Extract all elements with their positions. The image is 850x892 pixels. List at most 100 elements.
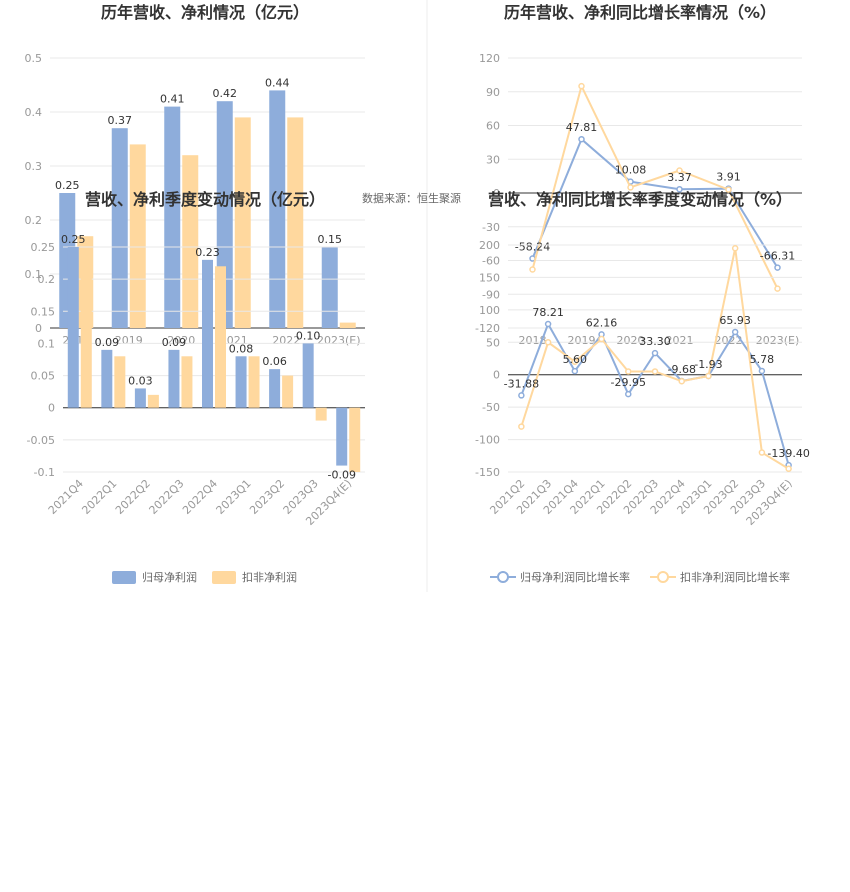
data-label: 0.37: [108, 114, 133, 127]
bar[interactable]: [111, 128, 128, 328]
y-tick-label: 0.15: [31, 305, 56, 318]
data-point[interactable]: [625, 368, 632, 375]
data-point[interactable]: [705, 372, 712, 380]
data-point[interactable]: [571, 367, 579, 375]
data-point[interactable]: [598, 335, 605, 343]
y-tick-label: 0.4: [25, 106, 43, 119]
legend-marker[interactable]: [497, 571, 509, 583]
data-point[interactable]: [678, 377, 685, 385]
bar[interactable]: [235, 356, 247, 408]
data-label: -29.95: [611, 376, 646, 389]
legend-marker[interactable]: [657, 571, 669, 583]
data-point[interactable]: [651, 349, 659, 357]
y-tick-label: 0: [493, 369, 500, 382]
chart-title: 营收、净利同比增长率季度变动情况（%）: [488, 190, 792, 209]
bar[interactable]: [269, 369, 281, 408]
data-point[interactable]: [544, 320, 552, 328]
bar[interactable]: [67, 247, 79, 408]
y-tick-label: 200: [479, 239, 500, 252]
data-point[interactable]: [544, 339, 552, 346]
data-point[interactable]: [676, 185, 683, 193]
bar[interactable]: [234, 117, 251, 329]
x-tick-label: 2023Q2: [247, 477, 287, 517]
bar[interactable]: [181, 356, 193, 408]
bar[interactable]: [215, 266, 226, 408]
bar[interactable]: [269, 90, 286, 329]
legend-label: 扣非净利润同比增长率: [680, 570, 790, 584]
data-point[interactable]: [758, 367, 766, 375]
y-tick-label: 0.2: [25, 214, 43, 227]
data-label: 0.03: [128, 374, 153, 387]
x-tick-label: 2020: [617, 334, 645, 347]
data-source-label: 数据来源：恒生聚源: [362, 191, 461, 205]
bar[interactable]: [202, 259, 213, 408]
data-label: 0.08: [229, 342, 254, 355]
legend-swatch[interactable]: [112, 571, 136, 584]
bar[interactable]: [114, 356, 126, 408]
data-point[interactable]: [518, 423, 525, 430]
y-tick-label: 0: [493, 187, 500, 200]
data-point[interactable]: [627, 184, 634, 191]
data-point[interactable]: [785, 465, 792, 473]
data-label: 0.10: [296, 329, 321, 342]
bar[interactable]: [164, 106, 181, 328]
data-point[interactable]: [676, 167, 683, 174]
x-tick-label: 2022Q1: [79, 477, 119, 517]
y-tick-label: 0.2: [38, 273, 56, 286]
bar[interactable]: [315, 407, 327, 421]
bar[interactable]: [80, 253, 92, 408]
legend-swatch[interactable]: [212, 571, 236, 584]
data-label: 0.09: [95, 336, 120, 349]
x-tick-label: 2023(E): [317, 334, 361, 347]
data-point[interactable]: [578, 82, 585, 90]
data-point[interactable]: [571, 358, 579, 365]
bar[interactable]: [287, 117, 304, 329]
data-label: 5.78: [750, 353, 775, 366]
x-tick-label: 2023(E): [756, 334, 800, 347]
data-label: -66.31: [760, 250, 795, 263]
data-label: -31.88: [504, 377, 539, 390]
data-point[interactable]: [725, 186, 732, 193]
data-point[interactable]: [625, 390, 632, 398]
bar[interactable]: [336, 407, 348, 466]
y-tick-label: -60: [482, 255, 500, 268]
y-tick-label: -50: [482, 401, 500, 414]
data-point[interactable]: [758, 449, 766, 456]
x-tick-label: 2022Q4: [180, 477, 220, 517]
y-tick-label: 120: [479, 52, 500, 65]
data-label: 78.21: [532, 306, 564, 319]
data-point[interactable]: [731, 244, 739, 252]
data-label: 33.30: [639, 335, 671, 348]
bar[interactable]: [101, 349, 113, 408]
bar[interactable]: [129, 144, 146, 328]
bar[interactable]: [282, 375, 294, 408]
data-label: 0.15: [318, 233, 343, 246]
bar[interactable]: [182, 155, 199, 328]
data-point[interactable]: [731, 328, 739, 336]
y-tick-label: 150: [479, 271, 500, 284]
bar[interactable]: [349, 407, 361, 472]
data-point[interactable]: [774, 285, 781, 292]
legend-label: 归母净利润: [142, 570, 197, 584]
y-tick-label: -100: [475, 434, 500, 447]
bar[interactable]: [147, 394, 159, 408]
data-point[interactable]: [651, 368, 659, 375]
data-label: -58.24: [515, 241, 550, 254]
data-point[interactable]: [578, 135, 585, 143]
data-point[interactable]: [518, 392, 525, 399]
data-point[interactable]: [774, 264, 781, 271]
bar[interactable]: [339, 322, 356, 328]
chart-title: 历年营收、净利同比增长率情况（%）: [504, 3, 776, 22]
y-tick-label: 0.5: [25, 52, 43, 65]
bar[interactable]: [134, 388, 146, 408]
y-tick-label: 50: [486, 336, 500, 349]
bar[interactable]: [321, 247, 338, 328]
data-label: -0.09: [327, 469, 355, 482]
legend-label: 扣非净利润: [242, 570, 297, 584]
bar[interactable]: [168, 349, 180, 408]
bar[interactable]: [248, 356, 260, 408]
legend-label: 归母净利润同比增长率: [520, 570, 630, 584]
bar[interactable]: [302, 343, 314, 408]
y-tick-label: -30: [482, 221, 500, 234]
data-point[interactable]: [529, 266, 536, 273]
